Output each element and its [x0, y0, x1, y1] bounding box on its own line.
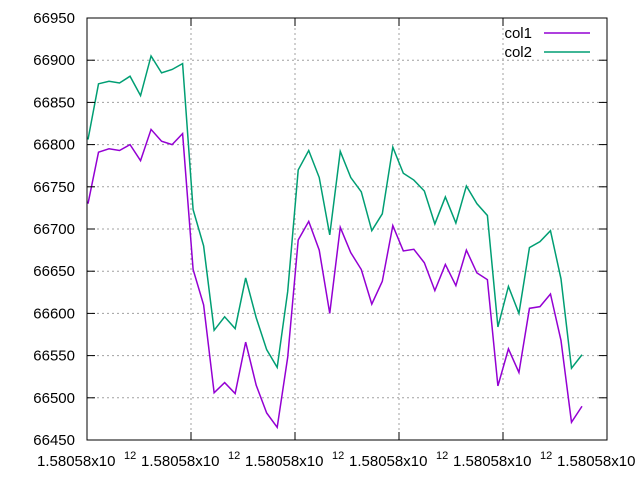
x-tick-label: 1.58058x10 12 — [37, 450, 136, 470]
y-tick-label: 66900 — [33, 52, 75, 69]
x-tick-label: 1.58058x10 12 — [141, 450, 240, 470]
x-tick-exponent: 12 — [332, 450, 344, 462]
legend: col1 col2 — [504, 25, 590, 61]
y-tick-label: 66450 — [33, 432, 75, 449]
x-tick-exponent: 12 — [124, 450, 136, 462]
series-line-col1 — [87, 127, 583, 430]
x-tick-mantissa: 1.58058x10 — [37, 453, 115, 470]
x-tick-mantissa: 1.58058x10 — [245, 453, 323, 470]
y-tick-label: 66950 — [33, 10, 75, 27]
y-tick-label: 66500 — [33, 390, 75, 407]
y-tick-label: 66550 — [33, 348, 75, 365]
y-tick-label: 66750 — [33, 179, 75, 196]
x-tick-mantissa: 1.58058x10 — [557, 453, 635, 470]
x-tick-label: 1.58058x10 12 — [453, 450, 552, 470]
x-tick-mantissa: 1.58058x10 — [349, 453, 427, 470]
x-axis-tick-labels: 1.58058x10 12 1.58058x10 12 1.58058x10 12 1.58… — [37, 450, 635, 470]
legend-entry-col2: col2 — [504, 44, 590, 61]
legend-entry-col1: col1 — [504, 25, 590, 42]
x-tick-exponent: 12 — [436, 450, 448, 462]
x-tick-label: 1.58058x10 12 — [349, 450, 448, 470]
y-tick-label: 66800 — [33, 137, 75, 154]
legend-label: col2 — [504, 44, 532, 61]
series-lines — [87, 54, 583, 430]
y-tick-label: 66600 — [33, 305, 75, 322]
grid-lines — [87, 18, 607, 440]
x-tick-label: 1.58058x10 12 — [245, 450, 344, 470]
x-tick-mantissa: 1.58058x10 — [453, 453, 531, 470]
axis-ticks — [86, 17, 608, 441]
y-tick-label: 66850 — [33, 94, 75, 111]
x-tick-exponent: 12 — [228, 450, 240, 462]
y-axis-tick-labels: 66450 66500 66550 66600 66650 66700 66750 66800… — [33, 10, 75, 449]
legend-label: col1 — [504, 25, 532, 42]
x-tick-mantissa: 1.58058x10 — [141, 453, 219, 470]
series-line-col2 — [87, 54, 583, 371]
y-tick-label: 66700 — [33, 221, 75, 238]
x-tick-exponent: 12 — [540, 450, 552, 462]
y-tick-label: 66650 — [33, 263, 75, 280]
